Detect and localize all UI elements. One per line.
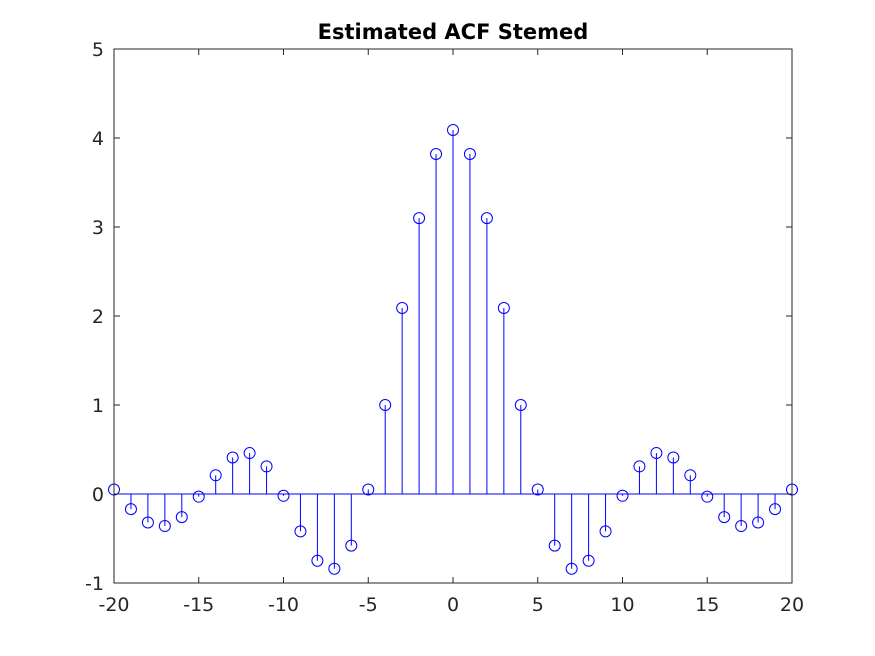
stem-marker: [463, 148, 476, 161]
stem-marker: [514, 399, 527, 411]
y-tick-label: 0: [92, 484, 104, 506]
stem-marker: [328, 562, 341, 575]
stem-marker: [582, 554, 595, 567]
stem-marker: [684, 469, 697, 482]
x-tick-label: 10: [610, 594, 634, 616]
stem-marker: [616, 489, 629, 502]
stem-marker: [480, 212, 493, 225]
y-tick-label: 5: [92, 39, 104, 61]
y-tick-label: -1: [85, 573, 104, 595]
stem-marker: [735, 520, 748, 533]
y-tick-label: 3: [92, 217, 104, 239]
stem-marker: [226, 451, 239, 464]
axes-box: [113, 48, 793, 584]
stem-marker: [701, 490, 714, 503]
stem-marker: [650, 447, 663, 460]
stem-marker: [294, 525, 307, 538]
stem-marker: [413, 212, 426, 225]
x-tick-label: 5: [532, 594, 544, 616]
x-tick-label: 0: [447, 594, 459, 616]
stem-marker: [447, 123, 459, 136]
stem-marker: [633, 460, 646, 473]
x-tick-label: -10: [268, 594, 299, 616]
y-tick-label: 2: [92, 306, 104, 328]
stem-marker: [158, 520, 171, 533]
y-tick-label: 4: [92, 128, 104, 150]
markers: [108, 123, 798, 575]
stem-marker: [124, 503, 137, 516]
x-tick-label: -5: [359, 594, 378, 616]
stem-marker: [752, 516, 765, 529]
stem-marker: [531, 483, 544, 496]
stem-marker: [277, 489, 290, 502]
stem-marker: [565, 562, 578, 575]
stem-marker: [379, 399, 392, 411]
x-tick-label: 15: [695, 594, 719, 616]
chart-title: Estimated ACF Stemed: [318, 20, 589, 44]
stem-marker: [209, 469, 222, 482]
stem-marker: [667, 451, 680, 464]
stem-marker: [396, 301, 409, 314]
stem-marker: [548, 539, 561, 552]
x-tick-label: 20: [780, 594, 804, 616]
stem-marker: [243, 447, 256, 460]
stem-marker: [769, 503, 782, 516]
stem-marker: [311, 554, 324, 567]
stem-marker: [430, 148, 443, 161]
stem-marker: [497, 301, 510, 314]
stem-marker: [141, 516, 154, 529]
stem-marker: [599, 525, 612, 538]
stem-marker: [718, 511, 731, 524]
y-tick-label: 1: [92, 395, 104, 417]
stem-marker: [192, 490, 205, 503]
stem-marker: [175, 511, 188, 524]
stem-marker: [260, 460, 273, 473]
x-tick-label: -15: [183, 594, 214, 616]
stem-marker: [345, 539, 358, 552]
stem-marker: [362, 483, 375, 496]
stems: [113, 129, 793, 569]
x-tick-label: -20: [98, 594, 129, 616]
